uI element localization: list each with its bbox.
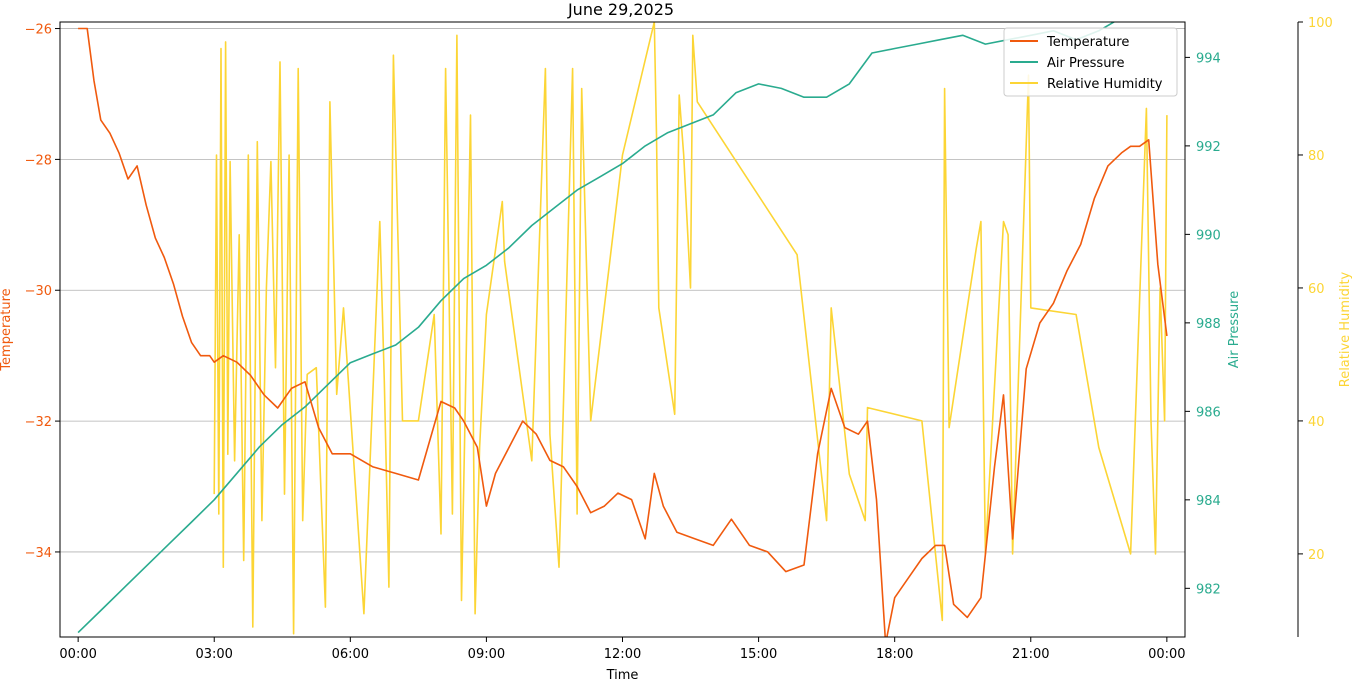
x-tick-label: 21:00 bbox=[1012, 647, 1049, 662]
legend-box bbox=[1003, 27, 1178, 97]
relative-humidity-line bbox=[213, 22, 1168, 635]
x-axis-title: Time bbox=[606, 668, 639, 682]
temperature-tick-label: −32 bbox=[25, 415, 52, 430]
x-tick-label: 18:00 bbox=[876, 647, 913, 662]
legend-label: Relative Humidity bbox=[1047, 77, 1163, 92]
pressure-axis-title: Air Pressure bbox=[1227, 291, 1242, 369]
axes: 00:00 03:00 06:00 09:00 12:00 15:00 18:00 21:00… bbox=[0, 16, 1353, 682]
pressure-tick-label: 984 bbox=[1196, 494, 1221, 509]
temperature-tick-label: −26 bbox=[25, 23, 52, 38]
legend-label: Air Pressure bbox=[1047, 56, 1125, 71]
x-tick-label: 15:00 bbox=[740, 647, 777, 662]
pressure-tick-label: 986 bbox=[1196, 405, 1221, 420]
pressure-tick-label: 982 bbox=[1196, 582, 1221, 597]
x-tick-label: 06:00 bbox=[332, 647, 369, 662]
air-pressure-line bbox=[77, 22, 1116, 634]
temperature-tick-label: −34 bbox=[25, 546, 52, 561]
x-tick-label: 09:00 bbox=[468, 647, 505, 662]
legend: Temperature Air Pressure Relative Humidity bbox=[1003, 27, 1178, 97]
temperature-axis-title: Temperature bbox=[0, 288, 14, 371]
chart-title: June 29,2025 bbox=[567, 0, 674, 19]
temperature-line bbox=[78, 27, 1168, 637]
temperature-tick-label: −28 bbox=[25, 153, 52, 168]
series-lines bbox=[77, 22, 1168, 637]
x-tick-label: 00:00 bbox=[59, 647, 96, 662]
humidity-axis-title: Relative Humidity bbox=[1338, 271, 1353, 387]
humidity-tick-label: 60 bbox=[1308, 282, 1325, 297]
x-tick-label: 00:00 bbox=[1148, 647, 1185, 662]
pressure-tick-label: 988 bbox=[1196, 317, 1221, 332]
pressure-tick-label: 990 bbox=[1196, 228, 1221, 243]
humidity-tick-label: 40 bbox=[1308, 415, 1325, 430]
humidity-tick-label: 20 bbox=[1308, 548, 1325, 563]
x-tick-label: 12:00 bbox=[604, 647, 641, 662]
legend-label: Temperature bbox=[1046, 35, 1129, 50]
pressure-tick-label: 994 bbox=[1196, 51, 1221, 66]
x-tick-label: 03:00 bbox=[195, 647, 232, 662]
humidity-tick-label: 80 bbox=[1308, 149, 1325, 164]
pressure-tick-label: 992 bbox=[1196, 140, 1221, 155]
humidity-tick-label: 100 bbox=[1308, 16, 1333, 31]
temperature-tick-label: −30 bbox=[25, 284, 52, 299]
